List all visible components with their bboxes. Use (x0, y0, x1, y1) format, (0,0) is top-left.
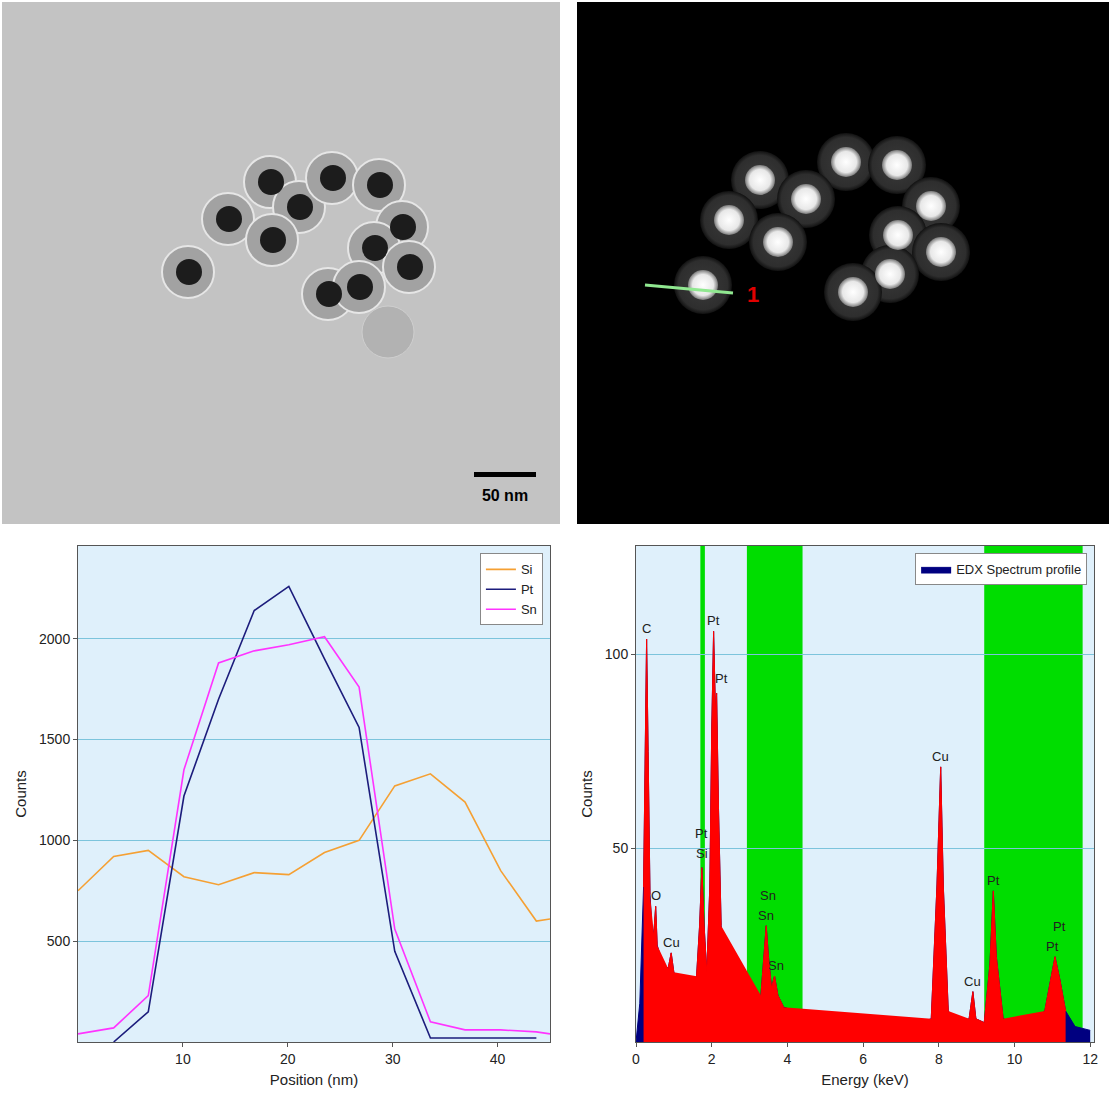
svg-text:1500: 1500 (39, 731, 70, 747)
svg-text:Pt: Pt (1046, 939, 1059, 954)
svg-text:Pt: Pt (521, 582, 534, 597)
svg-text:8: 8 (935, 1051, 943, 1067)
svg-text:Cu: Cu (663, 935, 680, 950)
svg-text:1000: 1000 (39, 832, 70, 848)
svg-text:10: 10 (1007, 1051, 1023, 1067)
svg-text:C: C (642, 621, 651, 636)
svg-text:Pt: Pt (987, 873, 1000, 888)
svg-text:Si: Si (696, 846, 708, 861)
svg-text:2000: 2000 (39, 631, 70, 647)
svg-text:30: 30 (385, 1051, 401, 1067)
svg-text:100: 100 (605, 646, 629, 662)
svg-text:Energy (keV): Energy (keV) (821, 1071, 909, 1088)
svg-text:0: 0 (632, 1051, 640, 1067)
svg-text:Pt: Pt (715, 671, 728, 686)
svg-text:6: 6 (859, 1051, 867, 1067)
svg-text:12: 12 (1082, 1051, 1098, 1067)
svg-text:EDX Spectrum profile: EDX Spectrum profile (956, 562, 1081, 577)
svg-text:10: 10 (175, 1051, 191, 1067)
svg-text:Pt: Pt (707, 613, 720, 628)
svg-text:1: 1 (747, 282, 759, 307)
svg-text:Cu: Cu (932, 749, 949, 764)
svg-text:Sn: Sn (758, 908, 774, 923)
svg-text:Counts: Counts (12, 770, 29, 818)
svg-text:Sn: Sn (768, 958, 784, 973)
svg-text:Sn: Sn (521, 602, 537, 617)
svg-text:50: 50 (613, 840, 629, 856)
svg-text:Si: Si (521, 562, 533, 577)
svg-text:50 nm: 50 nm (482, 487, 528, 504)
svg-text:20: 20 (280, 1051, 296, 1067)
svg-text:O: O (651, 888, 661, 903)
svg-text:4: 4 (784, 1051, 792, 1067)
svg-text:2: 2 (708, 1051, 716, 1067)
svg-text:500: 500 (47, 933, 71, 949)
svg-text:Pt: Pt (695, 826, 708, 841)
svg-text:Cu: Cu (964, 974, 981, 989)
svg-text:Sn: Sn (760, 888, 776, 903)
svg-text:40: 40 (490, 1051, 506, 1067)
svg-text:Counts: Counts (578, 770, 595, 818)
svg-text:Pt: Pt (1053, 919, 1066, 934)
svg-text:Position (nm): Position (nm) (270, 1071, 358, 1088)
